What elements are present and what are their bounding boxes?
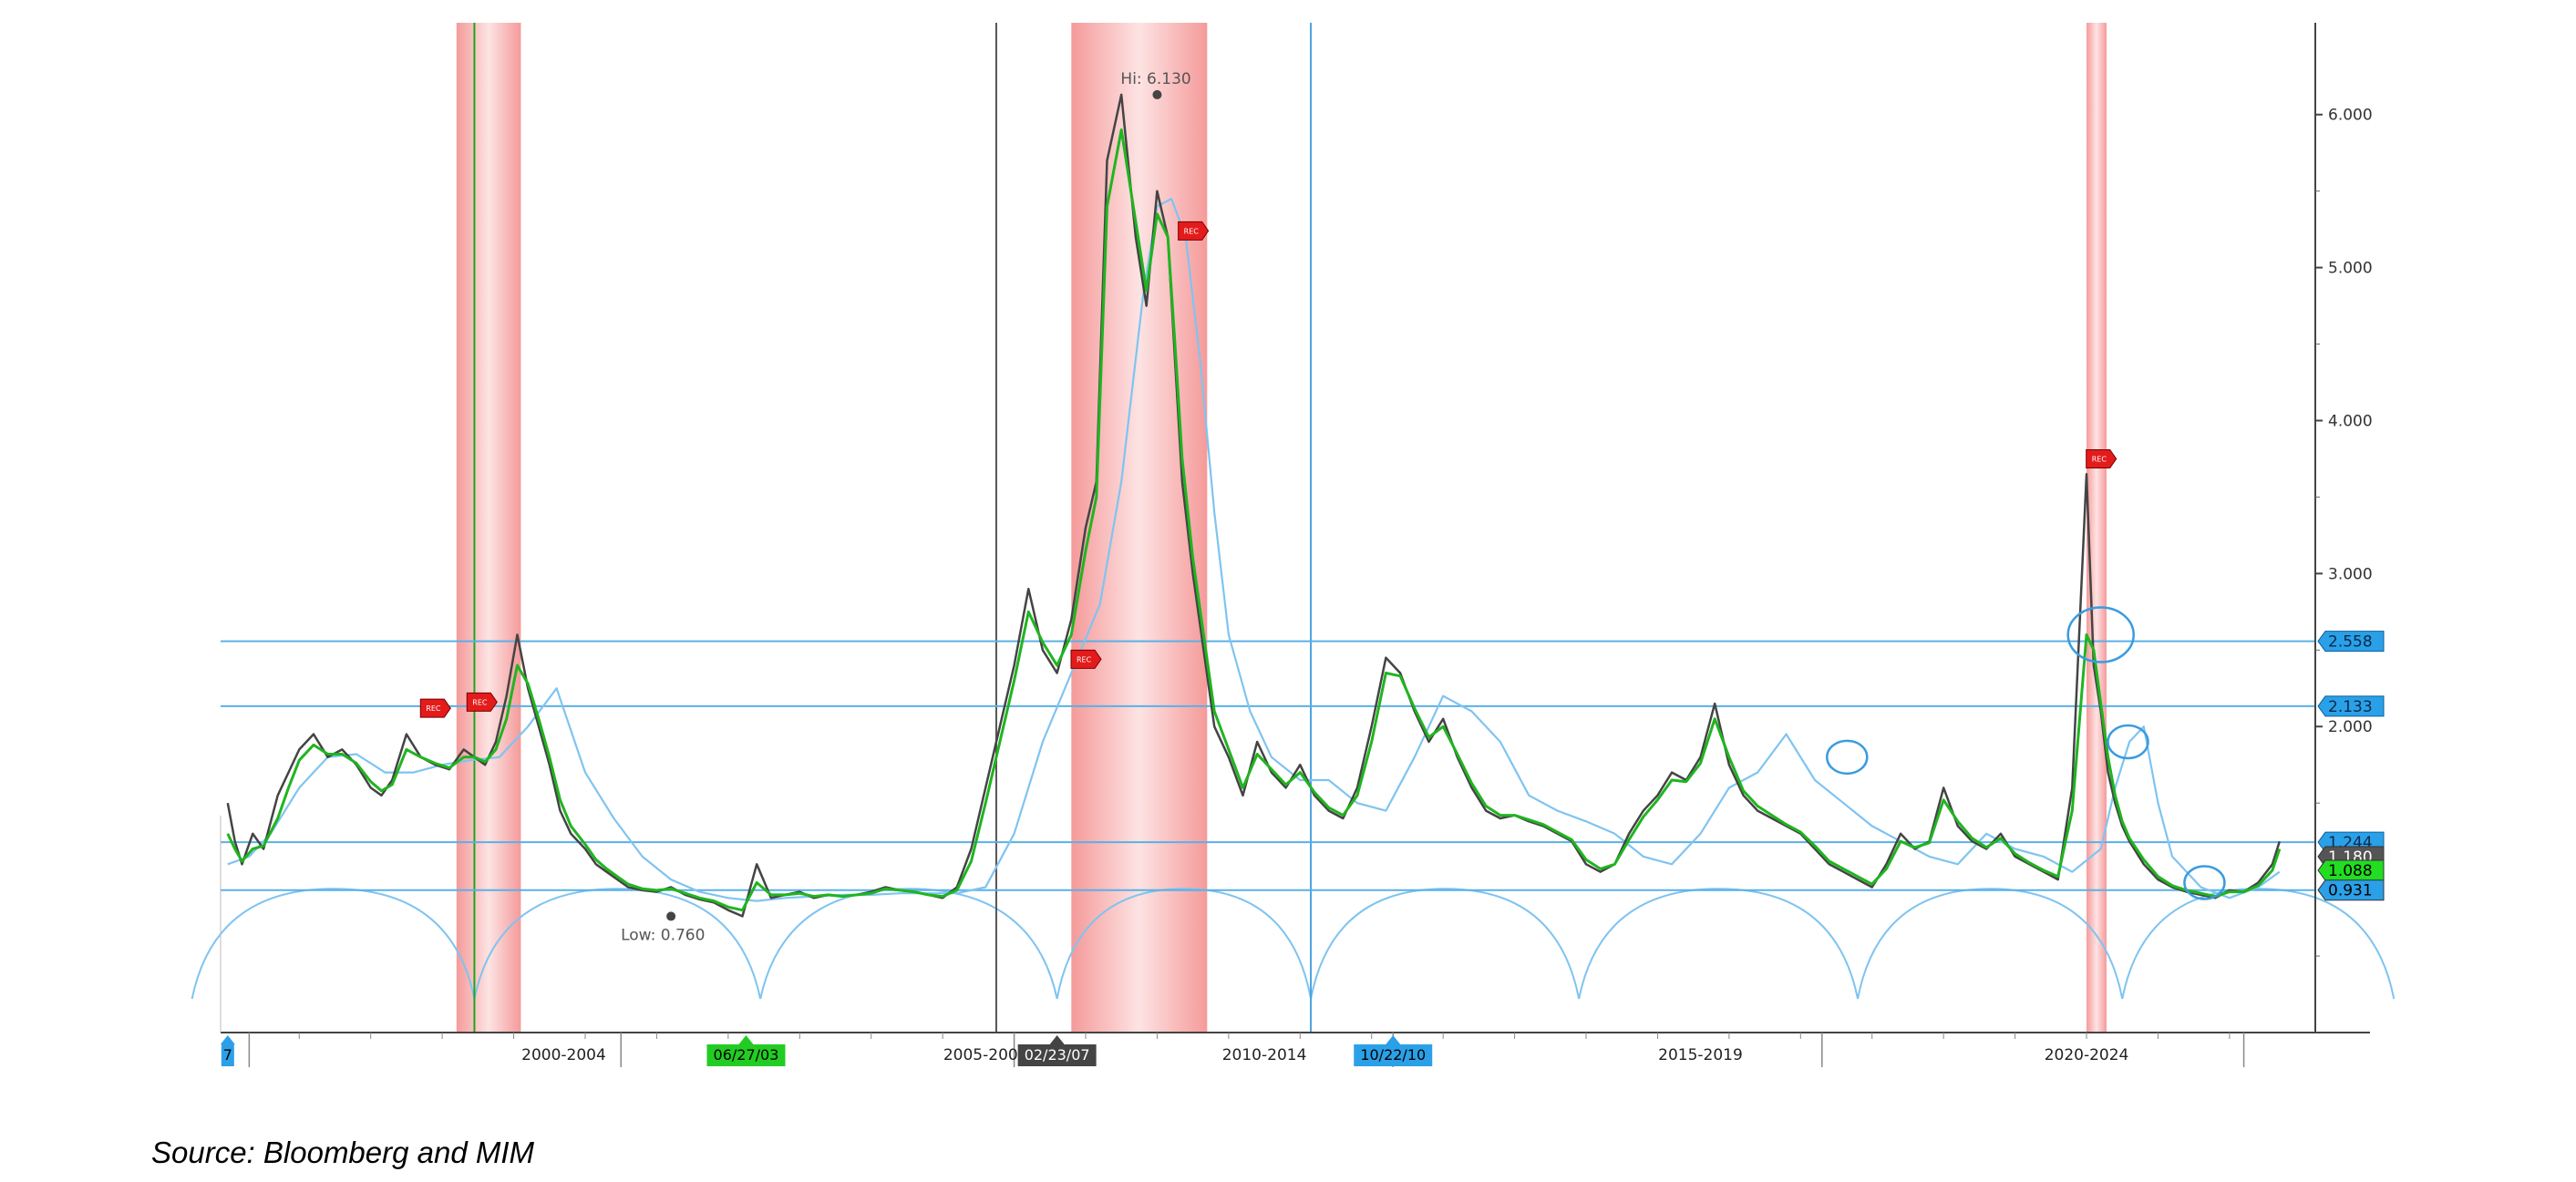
level-tag-label: 2.133 (2328, 698, 2373, 716)
value-tag-label: 0.931 (2328, 882, 2373, 900)
recession-bands (456, 23, 2107, 1033)
y-tick-label: 2.000 (2328, 718, 2373, 736)
annotation-label: Low: 0.760 (621, 926, 705, 944)
y-tick-label: 5.000 (2328, 260, 2373, 278)
x-band-label: 2015-2019 (1658, 1046, 1743, 1064)
date-flag-arrow (220, 1035, 235, 1044)
annotation-point (666, 911, 676, 921)
cycle-arc (1056, 888, 1313, 1000)
rec-marker-label: REC (426, 704, 441, 713)
highlight-circle (2107, 724, 2149, 760)
cycle-arc (191, 888, 476, 1000)
date-flag-arrow (1049, 1035, 1065, 1044)
date-flag (221, 1044, 234, 1066)
series-line (226, 128, 2282, 912)
date-flag-label: 10/22/10 (1360, 1046, 1426, 1064)
value-tag-label: 1.088 (2328, 862, 2373, 880)
annotation-label: Hi: 6.130 (1120, 70, 1190, 88)
vertical-markers (473, 23, 1313, 1033)
cycle-arc (2121, 888, 2396, 1000)
rec-marker (2086, 448, 2117, 468)
highlight-circle (2066, 606, 2135, 663)
date-flag (1354, 1044, 1433, 1066)
y-tick-label: 6.000 (2328, 107, 2373, 125)
date-flag-label: 7 (223, 1046, 232, 1064)
value-tag (2317, 879, 2385, 901)
series-lines (226, 93, 2282, 918)
level-tag (2317, 695, 2385, 717)
series-line (226, 93, 2281, 918)
cycle-arc (473, 888, 762, 1000)
cycle-arc (1310, 888, 1581, 1000)
cycle-arcs (191, 888, 2396, 1000)
date-flag-label: 06/27/03 (714, 1046, 779, 1064)
x-band-label: 2010-2014 (1222, 1046, 1307, 1064)
series-line (227, 198, 2281, 902)
rec-marker (466, 692, 498, 712)
recession-band (1071, 23, 1208, 1033)
level-tag-label: 2.558 (2328, 633, 2373, 652)
rec-marker (1070, 649, 1102, 669)
cycle-arc (1857, 888, 2124, 1000)
recession-band (2087, 23, 2107, 1033)
annotations: Hi: 6.130 Low: 0.760 REC REC REC REC REC (419, 70, 2226, 944)
recession-band (456, 23, 521, 1033)
rec-marker-label: REC (472, 698, 488, 706)
cycle-arc (759, 888, 1058, 1000)
rec-marker (419, 698, 451, 718)
rec-marker-label: REC (1184, 227, 1200, 235)
annotation-point (1152, 89, 1162, 99)
source-note: Source: Bloomberg and MIM (151, 1136, 535, 1169)
date-flag (1017, 1044, 1097, 1066)
level-tag (2317, 631, 2385, 653)
date-flag-arrow (1386, 1035, 1401, 1044)
axes: 2.000 3.000 4.000 5.000 6.000 2000-2004 2005-2… (220, 23, 2373, 1067)
cycle-arc (1578, 888, 1860, 1000)
x-band-label: 2005-2009 (943, 1046, 1028, 1064)
rec-marker (1178, 221, 1210, 241)
rec-marker-label: REC (1077, 655, 1092, 663)
date-flag-arrow (738, 1035, 754, 1044)
date-flag (706, 1044, 786, 1066)
x-band-label: 2020-2024 (2045, 1046, 2129, 1064)
y-tick-label: 3.000 (2328, 565, 2373, 583)
x-band-label: 2000-2004 (521, 1046, 606, 1064)
value-tag (2317, 859, 2385, 881)
highlight-circle (2183, 865, 2226, 900)
date-flag-label: 02/23/07 (1025, 1046, 1090, 1064)
y-tick-label: 4.000 (2328, 412, 2373, 430)
highlight-circle (1826, 739, 1869, 776)
rec-marker-label: REC (2092, 455, 2107, 463)
